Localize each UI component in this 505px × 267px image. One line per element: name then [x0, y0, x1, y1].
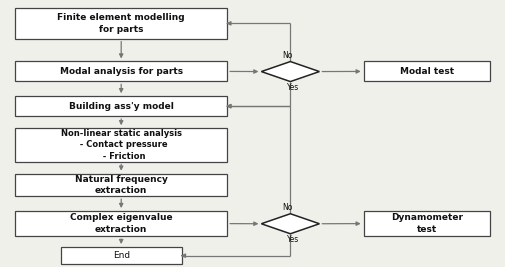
FancyBboxPatch shape: [15, 96, 227, 116]
Text: End: End: [113, 251, 130, 260]
Text: Yes: Yes: [287, 235, 299, 244]
Text: Dynamometer
test: Dynamometer test: [391, 213, 463, 234]
Text: Building ass'y model: Building ass'y model: [69, 102, 174, 111]
FancyBboxPatch shape: [61, 247, 182, 264]
Text: Natural frequency
extraction: Natural frequency extraction: [75, 175, 168, 195]
FancyBboxPatch shape: [15, 211, 227, 236]
Text: Non-linear static analysis
  - Contact pressure
  - Friction: Non-linear static analysis - Contact pre…: [61, 129, 182, 161]
Text: No: No: [283, 51, 293, 60]
Text: Modal analysis for parts: Modal analysis for parts: [60, 67, 183, 76]
FancyBboxPatch shape: [15, 8, 227, 39]
FancyBboxPatch shape: [15, 128, 227, 162]
Polygon shape: [262, 214, 319, 234]
FancyBboxPatch shape: [364, 211, 490, 236]
FancyBboxPatch shape: [15, 174, 227, 196]
Polygon shape: [262, 62, 319, 82]
Text: Modal test: Modal test: [399, 67, 454, 76]
FancyBboxPatch shape: [364, 61, 490, 81]
Text: No: No: [283, 203, 293, 212]
FancyBboxPatch shape: [15, 61, 227, 81]
Text: Complex eigenvalue
extraction: Complex eigenvalue extraction: [70, 213, 173, 234]
Text: Yes: Yes: [287, 83, 299, 92]
Text: Finite element modelling
for parts: Finite element modelling for parts: [58, 13, 185, 34]
